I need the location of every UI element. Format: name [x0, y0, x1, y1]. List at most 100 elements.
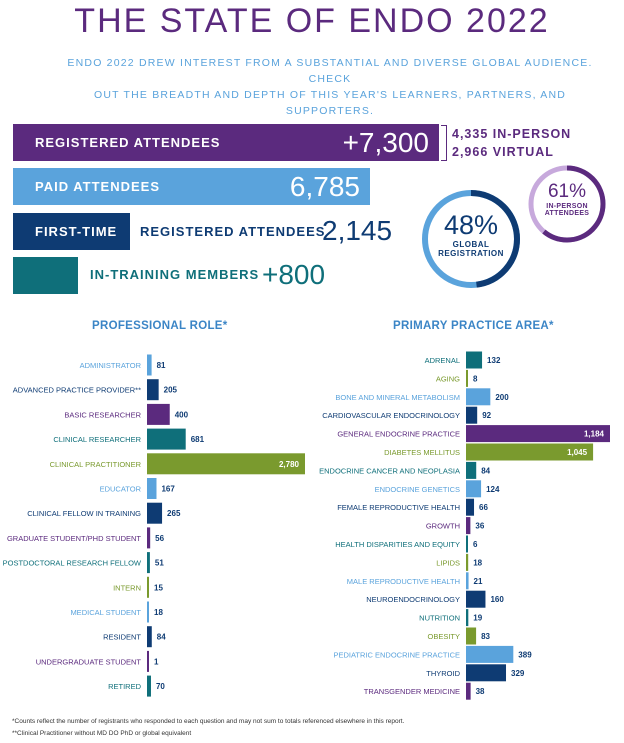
value-label: 681 [191, 435, 205, 444]
in-person-text: 61% IN-PERSON ATTENDEES [527, 181, 607, 217]
value-label: 2,780 [279, 460, 300, 469]
bar [147, 527, 151, 549]
value-label: 51 [155, 559, 164, 568]
global-registration-donut [422, 190, 520, 288]
value-label: 132 [487, 356, 501, 365]
practice-area-chart: ADRENAL 132 AGING 8 BONE AND MINERAL METABOL… [319, 351, 610, 700]
registered-attendees-label: REGISTERED ATTENDEES [35, 135, 221, 150]
in-person-donut [528, 165, 606, 243]
value-label: 6 [473, 540, 478, 549]
in-person-label-1: IN-PERSON [546, 203, 588, 210]
value-label: 15 [154, 583, 163, 592]
bar [147, 354, 152, 376]
value-label: 8 [473, 374, 478, 383]
global-percent: 48% [443, 210, 499, 240]
in-training-label: IN-TRAINING MEMBERS [90, 267, 260, 282]
bar [147, 650, 149, 672]
category-label: MALE REPRODUCTIVE HEALTH [347, 577, 460, 586]
category-label: NEUROENDOCRINOLOGY [366, 595, 460, 604]
paid-attendees-value: 6,785 [289, 171, 360, 202]
value-label: 167 [161, 485, 175, 494]
value-label: 84 [481, 466, 490, 475]
global-label-1: GLOBAL [452, 240, 490, 249]
bar [147, 626, 152, 648]
page-subtitle: ENDO 2022 DREW INTEREST FROM A SUBSTANTI… [50, 55, 610, 119]
professional-role-title: PROFESSIONAL ROLE* [92, 320, 228, 332]
category-label: BASIC RESEARCHER [64, 410, 141, 419]
registered-attendees-value: +7,300 [342, 127, 429, 158]
footnote-1: *Counts reflect the number of registrant… [12, 718, 405, 725]
value-label: 160 [490, 595, 504, 604]
value-label: 389 [518, 650, 532, 659]
category-label: MEDICAL STUDENT [70, 608, 141, 617]
category-label: HEALTH DISPARITIES AND EQUITY [335, 540, 460, 549]
value-label: 19 [473, 614, 482, 623]
value-label: 400 [175, 410, 189, 419]
bar [147, 601, 149, 623]
virtual-count: 2,966 VIRTUAL [452, 145, 554, 159]
value-label: 18 [473, 558, 482, 567]
practice-area-title: PRIMARY PRACTICE AREA* [393, 320, 554, 332]
bar [466, 590, 486, 608]
value-label: 36 [475, 522, 484, 531]
page-title: THE STATE OF ENDO 2022 [74, 2, 550, 40]
in-person-percent: 61% [547, 181, 587, 202]
first-time-bar: FIRST-TIME [13, 213, 130, 250]
value-label: 329 [511, 669, 525, 678]
category-label: EDUCATOR [100, 485, 142, 494]
bar [466, 627, 477, 645]
value-label: 83 [481, 632, 490, 641]
value-label: 1,045 [567, 448, 588, 457]
first-time-label-2: REGISTERED ATTENDEES [140, 224, 326, 239]
category-label: BONE AND MINERAL METABOLISM [335, 393, 460, 402]
bar [466, 682, 471, 700]
category-label: AGING [436, 374, 460, 383]
category-label: POSTDOCTORAL RESEARCH FELLOW [3, 559, 142, 568]
in-person-label-2: ATTENDEES [544, 210, 590, 217]
registered-split-bracket [441, 125, 447, 161]
in-training-bar [13, 257, 78, 294]
value-label: 92 [482, 411, 491, 420]
category-label: LIPIDS [436, 558, 460, 567]
value-label: 200 [495, 393, 509, 402]
bar [466, 369, 468, 387]
bar [147, 453, 305, 475]
bar [147, 502, 163, 524]
bar [147, 552, 150, 574]
paid-attendees-bar: PAID ATTENDEES 6,785 [13, 168, 370, 205]
category-label: CLINICAL RESEARCHER [53, 435, 141, 444]
category-label: THYROID [426, 669, 460, 678]
bar [466, 425, 610, 443]
category-label: NUTRITION [419, 614, 460, 623]
value-label: 70 [156, 682, 165, 691]
professional-role-chart: ADMINISTRATOR 81 ADVANCED PRACTICE PROVIDE… [3, 354, 305, 697]
category-label: UNDERGRADUATE STUDENT [36, 657, 142, 666]
category-label: PEDIATRIC ENDOCRINE PRACTICE [333, 650, 460, 659]
category-label: DIABETES MELLITUS [384, 448, 460, 457]
value-label: 18 [154, 608, 163, 617]
bar [147, 428, 186, 450]
value-label: 124 [486, 485, 500, 494]
global-donut-arc [422, 190, 520, 288]
in-person-count: 4,335 IN-PERSON [452, 127, 572, 141]
category-label: TRANSGENDER MEDICINE [364, 687, 460, 696]
value-label: 21 [474, 577, 483, 586]
bar [466, 553, 469, 571]
category-label: GRADUATE STUDENT/PHD STUDENT [7, 534, 141, 543]
bar [466, 572, 469, 590]
paid-attendees-label: PAID ATTENDEES [35, 179, 160, 194]
value-label: 265 [167, 509, 181, 518]
value-label: 1 [154, 657, 159, 666]
bar [466, 498, 475, 516]
category-label: ENDOCRINE CANCER AND NEOPLASIA [319, 466, 460, 475]
category-label: CARDIOVASCULAR ENDOCRINOLOGY [322, 411, 460, 420]
category-label: ENDOCRINE GENETICS [375, 485, 460, 494]
bar [147, 478, 157, 499]
first-time-label: FIRST-TIME [35, 224, 118, 239]
category-label: OBESITY [427, 632, 460, 641]
category-label: FEMALE REPRODUCTIVE HEALTH [337, 503, 460, 512]
category-label: RESIDENT [103, 633, 141, 642]
in-training-value: +800 [262, 259, 326, 290]
footnote-2: **Clinical Practitioner without MD DO Ph… [12, 730, 192, 737]
bar [466, 388, 491, 406]
